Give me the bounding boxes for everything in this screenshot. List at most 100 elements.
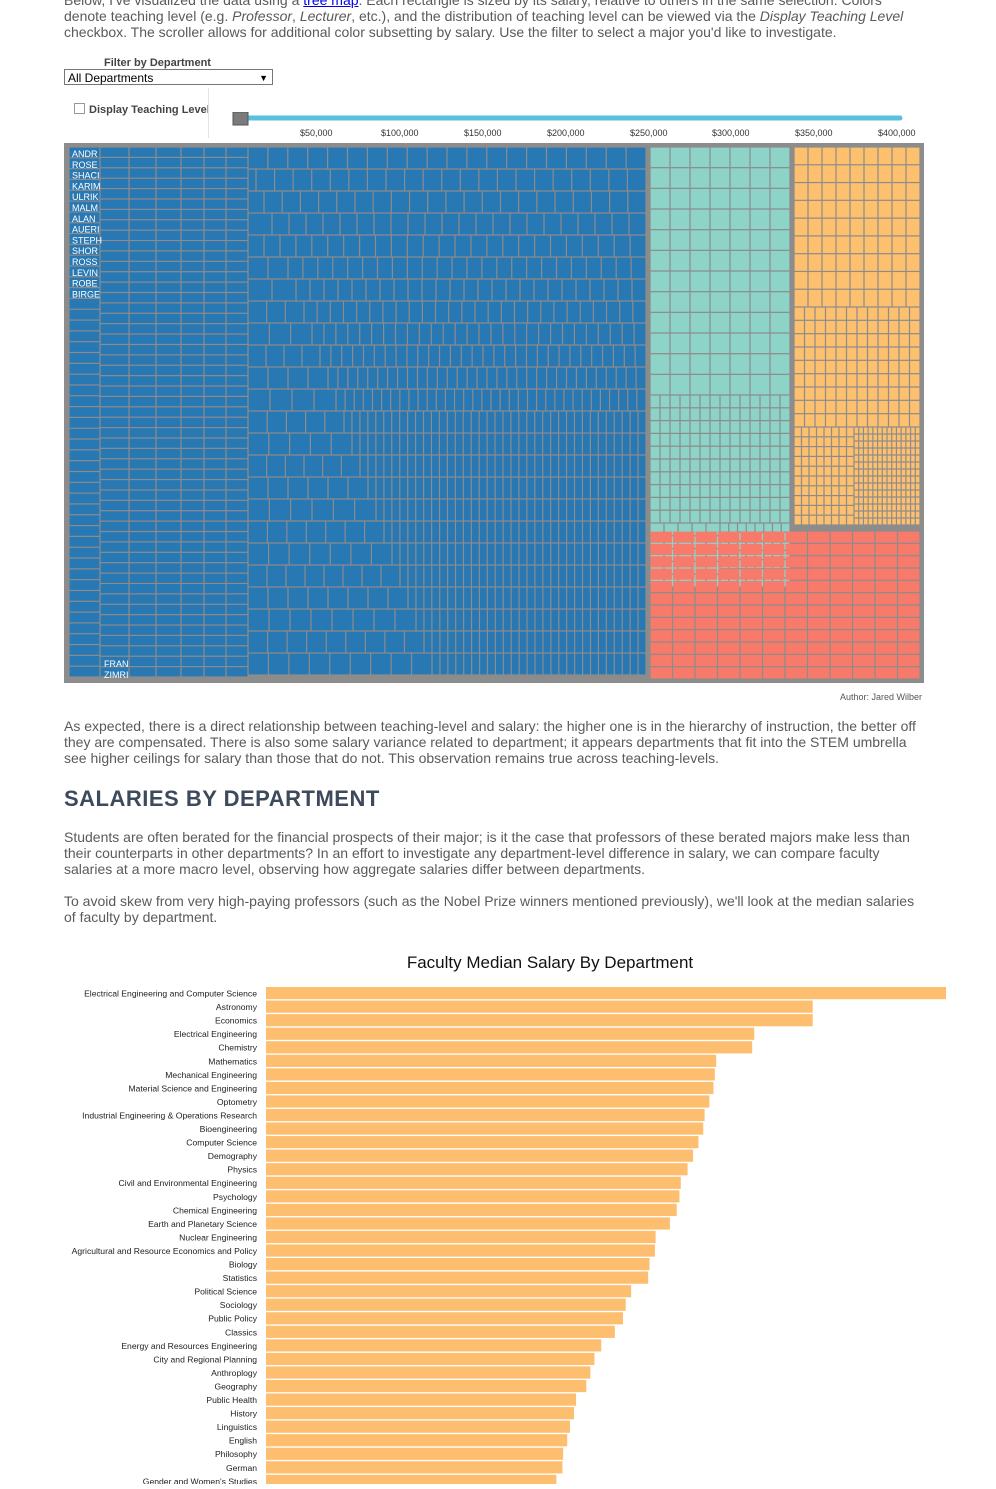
salary-cell-professor[interactable] xyxy=(551,411,558,433)
salary-cell-associate[interactable] xyxy=(690,147,710,168)
salary-cell-professor[interactable] xyxy=(548,345,559,367)
salary-cell-assistant[interactable] xyxy=(839,447,846,456)
salary-cell-professor[interactable] xyxy=(527,565,535,587)
salary-cell-assistant[interactable] xyxy=(815,374,825,387)
salary-cell-professor[interactable] xyxy=(418,389,427,411)
salary-cell-assistant[interactable] xyxy=(899,320,909,334)
salary-cell-assistant[interactable] xyxy=(899,400,909,414)
salary-cell-assistant[interactable] xyxy=(911,462,915,469)
salary-cell-professor[interactable] xyxy=(630,565,638,587)
salary-cell-professor[interactable] xyxy=(204,656,226,667)
salary-cell-assistant[interactable] xyxy=(847,427,854,437)
salary-cell-professor[interactable] xyxy=(432,499,439,521)
salary-cell-assistant[interactable] xyxy=(857,374,867,387)
salary-cell-lecturer[interactable] xyxy=(830,667,852,679)
salary-cell-associate[interactable] xyxy=(690,510,700,523)
salary-cell-professor[interactable] xyxy=(567,411,574,433)
salary-cell-assistant[interactable] xyxy=(889,374,899,387)
salary-cell-assistant[interactable] xyxy=(892,462,896,469)
salary-cell-assistant[interactable] xyxy=(836,347,846,360)
salary-cell-professor[interactable] xyxy=(204,209,226,220)
salary-cell-professor[interactable] xyxy=(365,631,385,653)
salary-cell-professor[interactable] xyxy=(181,147,204,157)
salary-cell-assistant[interactable] xyxy=(857,400,867,414)
salary-cell-lecturer[interactable] xyxy=(650,630,672,642)
salary-cell-professor[interactable] xyxy=(424,433,431,455)
salary-cell-lecturer[interactable] xyxy=(808,630,830,642)
salary-cell-associate[interactable] xyxy=(750,421,760,433)
salary-cell-professor[interactable] xyxy=(360,411,368,433)
salary-cell-professor[interactable] xyxy=(432,587,440,609)
salary-cell-professor[interactable] xyxy=(443,323,455,345)
salary-cell-professor[interactable] xyxy=(226,355,248,365)
salary-cell-professor[interactable] xyxy=(455,477,463,499)
salary-cell-lecturer[interactable] xyxy=(740,630,762,642)
salary-cell-lecturer[interactable] xyxy=(740,531,762,543)
salary-cell-assistant[interactable] xyxy=(836,272,850,289)
salary-cell-associate[interactable] xyxy=(690,485,700,497)
salary-cell-assistant[interactable] xyxy=(878,254,892,271)
salary-cell-assistant[interactable] xyxy=(868,427,873,434)
salary-cell-professor[interactable] xyxy=(440,631,448,653)
salary-cell-associate[interactable] xyxy=(750,446,760,459)
salary-cell-assistant[interactable] xyxy=(808,183,822,200)
salary-cell-professor[interactable] xyxy=(519,609,527,631)
salary-cell-professor[interactable] xyxy=(519,499,527,521)
salary-cell-assistant[interactable] xyxy=(832,466,839,476)
salary-cell-assistant[interactable] xyxy=(864,236,878,254)
salary-cell-professor[interactable] xyxy=(204,345,226,355)
salary-cell-professor[interactable] xyxy=(364,345,374,367)
salary-cell-lecturer[interactable] xyxy=(830,531,852,543)
salary-cell-professor[interactable] xyxy=(69,580,100,590)
salary-cell-assistant[interactable] xyxy=(882,497,887,504)
salary-cell-assistant[interactable] xyxy=(826,334,836,347)
salary-cell-assistant[interactable] xyxy=(824,515,831,525)
salary-cell-professor[interactable] xyxy=(416,565,424,587)
salary-cell-professor[interactable] xyxy=(614,653,622,675)
salary-cell-professor[interactable] xyxy=(226,428,248,438)
salary-cell-professor[interactable] xyxy=(563,323,574,345)
salary-cell-professor[interactable] xyxy=(408,455,416,477)
salary-cell-professor[interactable] xyxy=(378,367,388,389)
salary-cell-professor[interactable] xyxy=(467,147,487,169)
salary-cell-professor[interactable] xyxy=(69,450,100,461)
salary-cell-professor[interactable] xyxy=(392,499,400,521)
salary-cell-professor[interactable] xyxy=(610,323,622,345)
salary-cell-professor[interactable] xyxy=(557,257,571,279)
salary-cell-professor[interactable] xyxy=(256,169,274,191)
salary-cell-professor[interactable] xyxy=(440,455,447,477)
salary-cell-assistant[interactable] xyxy=(887,469,892,476)
salary-cell-professor[interactable] xyxy=(69,320,100,331)
salary-cell-professor[interactable] xyxy=(100,157,129,168)
salary-cell-lecturer[interactable] xyxy=(808,568,830,580)
salary-cell-professor[interactable] xyxy=(156,178,181,188)
salary-cell-professor[interactable] xyxy=(440,521,447,543)
salary-cell-assistant[interactable] xyxy=(847,334,857,347)
salary-cell-professor[interactable] xyxy=(573,389,582,411)
salary-cell-associate[interactable] xyxy=(670,374,690,395)
salary-cell-assistant[interactable] xyxy=(892,483,896,490)
salary-cell-professor[interactable] xyxy=(308,367,328,389)
salary-cell-assistant[interactable] xyxy=(915,469,920,476)
salary-cell-assistant[interactable] xyxy=(824,457,831,466)
salary-cell-assistant[interactable] xyxy=(794,236,808,254)
salary-cell-assistant[interactable] xyxy=(901,511,906,518)
salary-cell-associate[interactable] xyxy=(690,459,700,472)
salary-cell-assistant[interactable] xyxy=(847,347,857,360)
salary-cell-professor[interactable] xyxy=(559,477,566,499)
salary-cell-professor[interactable] xyxy=(427,367,437,389)
salary-cell-professor[interactable] xyxy=(181,625,204,635)
salary-cell-professor[interactable] xyxy=(400,565,408,587)
salary-cell-professor[interactable] xyxy=(100,282,129,292)
salary-cell-professor[interactable] xyxy=(344,411,352,433)
salary-cell-professor[interactable] xyxy=(156,469,181,479)
salary-cell-assistant[interactable] xyxy=(802,437,809,446)
salary-cell-assistant[interactable] xyxy=(832,486,839,495)
salary-cell-associate[interactable] xyxy=(650,523,664,536)
salary-cell-assistant[interactable] xyxy=(850,218,864,236)
salary-cell-professor[interactable] xyxy=(129,365,156,376)
salary-cell-professor[interactable] xyxy=(181,157,204,168)
salary-cell-lecturer[interactable] xyxy=(650,605,672,617)
salary-cell-professor[interactable] xyxy=(181,355,204,365)
salary-cell-assistant[interactable] xyxy=(897,427,901,434)
